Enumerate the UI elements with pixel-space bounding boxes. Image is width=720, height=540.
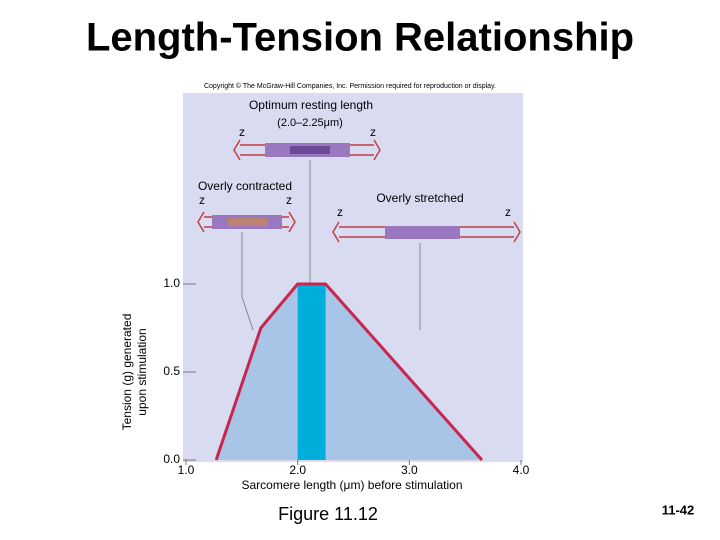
annotation: Optimum resting length [249, 98, 373, 112]
y-tick-label: 0.5 [163, 364, 180, 378]
sarcomere-contracted [197, 211, 296, 233]
annotation: Overly stretched [376, 191, 463, 205]
y-axis-label: Tension (g) generated [120, 314, 134, 431]
copyright: Copyright © The McGraw-Hill Companies, I… [204, 82, 496, 90]
x-axis-label: Sarcomere length (μm) before stimulation [241, 478, 462, 492]
z-label: z [370, 125, 376, 139]
sarcomere-stretched [332, 221, 521, 243]
annotation: (2.0–2.25μm) [277, 117, 343, 129]
figure-label: Figure 11.12 [278, 504, 378, 524]
annotation: Overly contracted [198, 179, 292, 193]
area [216, 284, 482, 460]
sarcomere-optimum [233, 139, 381, 161]
z-label: z [199, 193, 205, 207]
y-tick-label: 1.0 [163, 276, 180, 290]
x-tick-label: 4.0 [513, 463, 530, 477]
x-tick-label: 1.0 [178, 463, 195, 477]
z-label: z [239, 125, 245, 139]
line [214, 282, 484, 461]
y-axis-label: upon stimulation [135, 328, 149, 415]
x-tick-label: 3.0 [401, 463, 418, 477]
slide-number: 11-42 [662, 502, 695, 517]
z-label: z [337, 205, 343, 219]
z-label: z [505, 205, 511, 219]
slide-title: Length-Tension Relationship [86, 16, 634, 60]
x-tick-label: 2.0 [289, 463, 306, 477]
optimum-band [297, 284, 326, 460]
z-label: z [286, 193, 292, 207]
leader-lines [241, 160, 421, 331]
y-tick-label: 0.0 [163, 452, 180, 466]
